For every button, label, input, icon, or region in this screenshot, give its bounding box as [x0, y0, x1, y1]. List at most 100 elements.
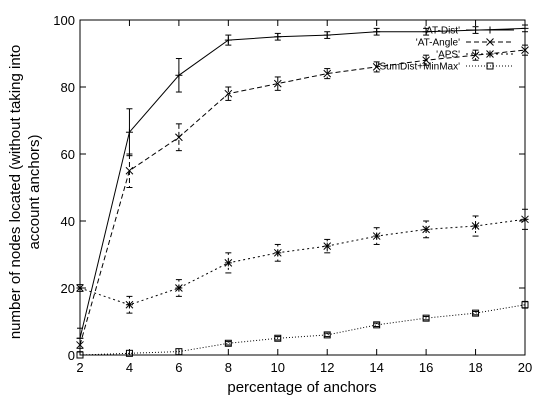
series-2	[76, 44, 529, 353]
data-point	[175, 133, 183, 142]
series-1	[76, 24, 529, 349]
x-tick-label: 10	[271, 360, 285, 375]
legend-marker	[486, 38, 494, 46]
legend: 'AT-Dist''AT-Angle''APS''SumDist+MinMax'	[378, 26, 514, 73]
error-bar	[274, 243, 281, 262]
data-point	[175, 348, 183, 356]
error-bar	[225, 86, 232, 101]
legend-marker	[486, 26, 494, 34]
error-bar	[373, 61, 380, 73]
data-point	[273, 79, 282, 88]
data-point	[224, 339, 232, 347]
series-3	[76, 208, 529, 314]
legend-marker	[486, 62, 494, 70]
x-tick-label: 20	[518, 360, 532, 375]
data-point	[521, 46, 529, 55]
error-bar	[522, 44, 528, 56]
error-bar	[274, 76, 281, 91]
legend-marker	[486, 50, 494, 58]
data-point	[521, 301, 529, 309]
data-point	[422, 28, 430, 36]
data-point	[224, 36, 232, 44]
x-tick-label: 12	[320, 360, 334, 375]
x-axis-title: percentage of anchors	[227, 379, 376, 396]
legend-label: 'SumDist+MinMax'	[378, 62, 461, 73]
error-bar	[423, 54, 430, 66]
series-group	[76, 24, 529, 359]
series-4	[76, 300, 529, 359]
y-tick-label: 20	[61, 281, 75, 296]
data-point	[422, 225, 430, 234]
y-tick-label: 60	[61, 147, 75, 162]
legend-entry-1: 'AT-Dist'	[424, 26, 514, 37]
data-point	[373, 321, 381, 329]
error-bar	[373, 322, 380, 328]
y-axis-title: number of nodes located (without taking …	[7, 45, 43, 339]
x-tick-label: 18	[468, 360, 482, 375]
legend-entry-4: 'SumDist+MinMax'	[378, 62, 514, 73]
data-point	[125, 128, 133, 136]
error-bar	[324, 68, 331, 80]
data-point	[273, 248, 282, 257]
data-point	[323, 331, 331, 339]
data-point	[274, 334, 282, 342]
error-bar	[373, 227, 380, 245]
data-point	[125, 349, 133, 357]
data-point	[472, 309, 480, 317]
data-point	[125, 300, 134, 309]
data-point	[521, 215, 529, 224]
series-line	[79, 218, 526, 306]
data-point	[471, 51, 480, 60]
error-bar	[126, 295, 133, 314]
error-bar	[423, 315, 430, 321]
error-bar	[175, 123, 182, 152]
data-point	[471, 222, 480, 230]
data-point	[323, 242, 332, 250]
error-bar	[423, 220, 430, 239]
data-point	[373, 28, 381, 36]
error-bar	[472, 49, 479, 61]
y-tick-label: 100	[53, 13, 75, 28]
legend-label: 'AT-Angle'	[416, 38, 460, 49]
legend-label: 'APS'	[436, 50, 460, 61]
data-point	[76, 341, 84, 349]
data-point	[323, 31, 331, 39]
x-tick-label: 6	[175, 360, 182, 375]
data-point	[224, 89, 233, 98]
data-point	[372, 232, 381, 240]
data-point	[422, 314, 430, 322]
x-tick-label: 8	[225, 360, 232, 375]
data-point	[521, 24, 529, 32]
y-tick-label: 80	[61, 80, 75, 95]
y-tick-label: 40	[61, 214, 75, 229]
legend-entry-3: 'APS'	[436, 50, 514, 61]
series-line	[79, 304, 526, 356]
plot-frame	[79, 19, 526, 356]
x-tick-label: 16	[419, 360, 433, 375]
data-point	[125, 166, 134, 175]
error-bar	[472, 310, 479, 316]
data-point	[76, 351, 84, 359]
x-tick-label: 4	[126, 360, 133, 375]
x-tick-label: 2	[76, 360, 83, 375]
y-tick-label: 0	[68, 348, 75, 363]
error-bar	[175, 279, 182, 297]
legend-label: 'AT-Dist'	[424, 26, 460, 37]
y-axis-title-line-1: number of nodes located (without taking …	[7, 45, 24, 339]
data-point	[274, 33, 282, 41]
data-point	[422, 56, 430, 65]
error-bar	[225, 341, 232, 346]
data-point	[323, 69, 332, 78]
error-bar	[324, 332, 331, 338]
y-axis-title-line-2: account anchors)	[26, 134, 43, 249]
axes: 2 4 6 8 10 12 14 16 18 20 0 20 40 60 80 100	[53, 13, 532, 375]
series-line	[79, 49, 526, 346]
data-point	[224, 259, 233, 267]
data-point	[372, 63, 381, 71]
legend-entry-2: 'AT-Angle'	[416, 38, 514, 49]
x-tick-label: 14	[369, 360, 383, 375]
data-point	[175, 284, 183, 292]
series-line	[79, 27, 526, 339]
error-bar	[274, 336, 281, 341]
